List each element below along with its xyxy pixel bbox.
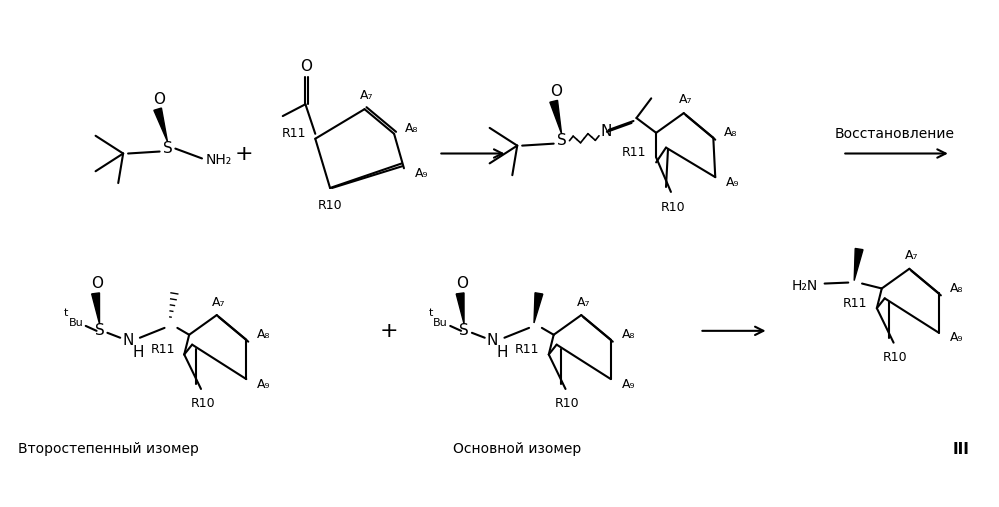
- Text: +: +: [380, 321, 399, 341]
- Text: A₈: A₈: [950, 282, 963, 295]
- Text: O: O: [154, 92, 166, 107]
- Text: S: S: [460, 323, 469, 338]
- Polygon shape: [154, 108, 168, 141]
- Polygon shape: [534, 293, 542, 323]
- Text: A₉: A₉: [415, 167, 429, 179]
- Text: S: S: [95, 323, 104, 338]
- Text: A₉: A₉: [621, 378, 635, 390]
- Polygon shape: [457, 293, 465, 324]
- Text: A₈: A₈: [724, 126, 738, 139]
- Text: R11: R11: [150, 343, 175, 356]
- Text: t: t: [64, 308, 68, 318]
- Polygon shape: [92, 293, 100, 324]
- Text: Второстепенный изомер: Второстепенный изомер: [18, 442, 199, 456]
- Text: N: N: [600, 124, 611, 139]
- Text: Восстановление: Восстановление: [834, 127, 955, 141]
- Text: H₂N: H₂N: [792, 278, 818, 293]
- Text: H: H: [497, 345, 508, 360]
- Polygon shape: [854, 248, 863, 280]
- Text: R10: R10: [318, 199, 343, 212]
- Text: S: S: [556, 133, 566, 148]
- Text: A₉: A₉: [950, 331, 963, 344]
- Text: N: N: [487, 333, 499, 348]
- Text: R10: R10: [883, 351, 908, 364]
- Text: A₈: A₈: [258, 328, 271, 341]
- Text: A₇: A₇: [904, 249, 918, 263]
- Text: Основной изомер: Основной изомер: [454, 442, 581, 456]
- Text: N: N: [123, 333, 134, 348]
- Text: R11: R11: [622, 146, 646, 159]
- Text: NH₂: NH₂: [206, 154, 232, 167]
- Text: A₉: A₉: [258, 378, 271, 390]
- Text: A₇: A₇: [679, 93, 692, 106]
- Text: R10: R10: [555, 397, 579, 410]
- Text: R11: R11: [843, 297, 867, 310]
- Text: t: t: [429, 308, 433, 318]
- Text: O: O: [549, 84, 561, 99]
- Text: O: O: [301, 59, 313, 75]
- Text: R11: R11: [514, 343, 539, 356]
- Text: A₇: A₇: [576, 296, 590, 309]
- Text: A₇: A₇: [360, 89, 374, 102]
- Text: A₈: A₈: [405, 122, 419, 135]
- Text: O: O: [457, 276, 469, 291]
- Text: R10: R10: [191, 397, 215, 410]
- Text: A₉: A₉: [726, 175, 739, 189]
- Text: H: H: [132, 345, 144, 360]
- Text: Bu: Bu: [433, 318, 448, 328]
- Text: R10: R10: [660, 201, 685, 214]
- Text: R11: R11: [282, 127, 306, 140]
- Text: O: O: [92, 276, 104, 291]
- Text: A₈: A₈: [621, 328, 635, 341]
- Text: A₇: A₇: [212, 296, 226, 309]
- Text: S: S: [163, 141, 173, 156]
- Text: +: +: [235, 143, 254, 163]
- Text: III: III: [952, 442, 969, 457]
- Polygon shape: [549, 100, 561, 134]
- Text: Bu: Bu: [69, 318, 83, 328]
